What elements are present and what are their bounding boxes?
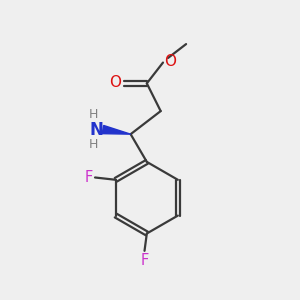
Text: H: H — [89, 138, 98, 151]
Text: F: F — [140, 253, 148, 268]
Text: H: H — [89, 108, 98, 121]
Text: N: N — [89, 121, 103, 139]
Text: O: O — [110, 75, 122, 90]
Text: O: O — [164, 54, 176, 69]
Text: F: F — [85, 170, 93, 185]
Polygon shape — [102, 125, 130, 134]
